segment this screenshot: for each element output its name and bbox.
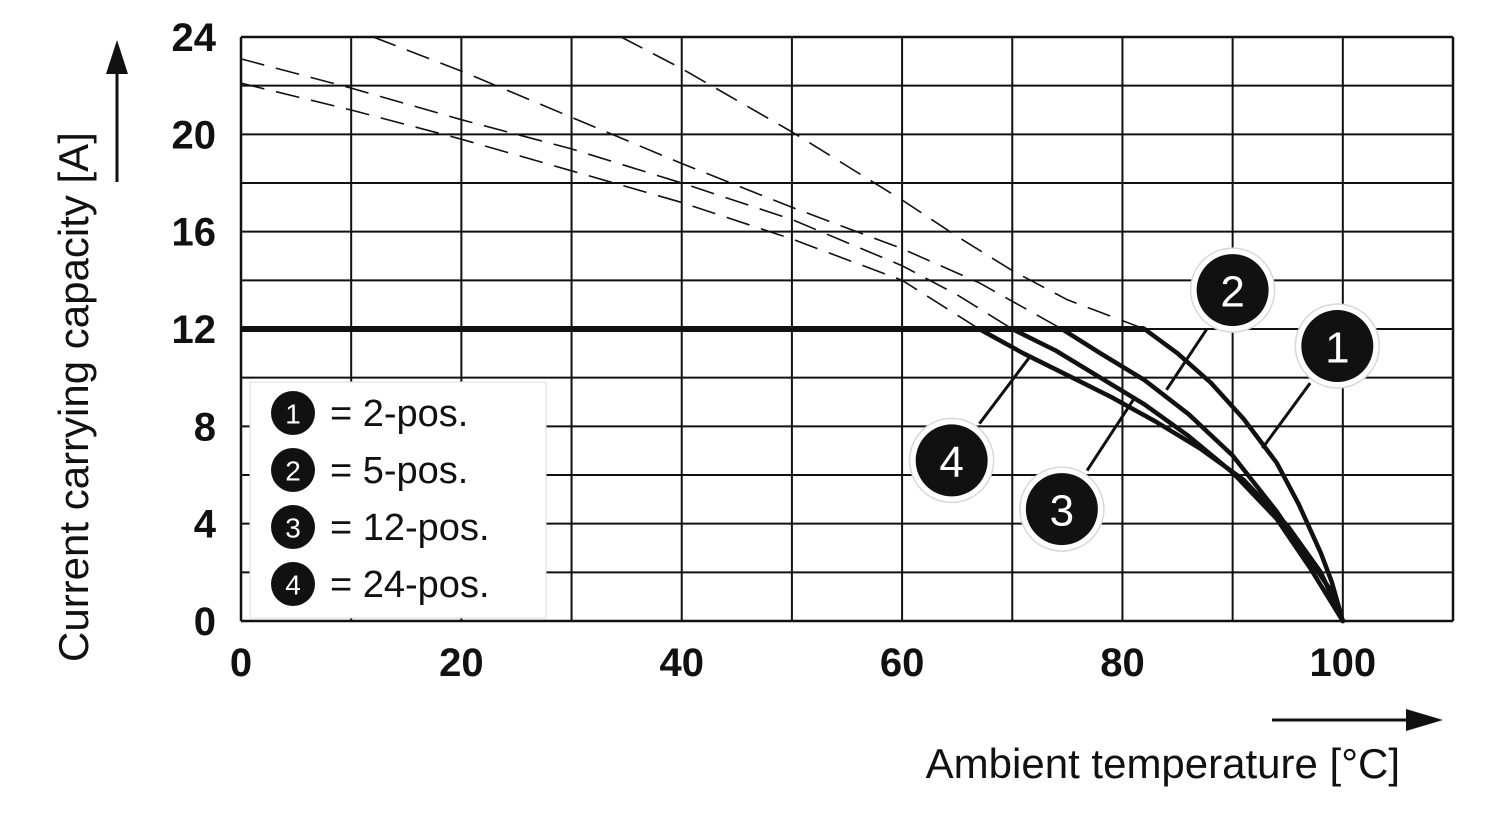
callout-number: 2 (1220, 268, 1244, 317)
dashed-curve-1 (620, 36, 1145, 330)
curve-callouts: 1 2 3 4 (908, 247, 1381, 552)
dashed-curve-2 (372, 36, 1063, 330)
legend-item: 2 = 5-pos. (271, 448, 468, 492)
x-axis-label: Ambient temperature [°C] (926, 740, 1400, 787)
x-axis-arrow-icon (1406, 709, 1443, 731)
callout-badge (1025, 473, 1098, 546)
callout-badge (1196, 254, 1269, 327)
legend-marker-number: 4 (285, 570, 301, 601)
legend-marker-number: 2 (285, 456, 301, 487)
callout-number: 4 (939, 438, 963, 487)
y-tick-label: 0 (194, 600, 216, 644)
y-axis-label-group: Current carrying capacity [A] (50, 40, 128, 662)
callout-leader-line (1085, 398, 1135, 472)
chart-grid (239, 35, 1455, 623)
callout-1: 1 (1261, 303, 1381, 450)
derating-curve-3 (1010, 326, 1346, 624)
dashed-curve-4 (240, 82, 980, 330)
x-tick-label: 80 (1100, 641, 1145, 685)
callout-badge (1301, 310, 1374, 383)
legend-marker-badge (271, 391, 315, 435)
callout-leader-line (1165, 327, 1209, 391)
callout-number: 3 (1050, 487, 1074, 536)
legend-label: = 12-pos. (330, 507, 490, 549)
x-axis-label-group: Ambient temperature [°C] (926, 709, 1443, 787)
callout-leader-line (1261, 382, 1312, 450)
derating-curve-4 (976, 326, 1346, 624)
callout-leader-line (978, 357, 1030, 425)
legend-item: 4 = 24-pos. (271, 562, 490, 606)
legend-box: 1 = 2-pos. 2 = 5-pos. 3 = 12-pos. 4 = 24-pos. (249, 381, 547, 619)
legend-marker-number: 3 (285, 513, 301, 544)
y-axis-arrow-icon (106, 40, 128, 74)
x-tick-label: 100 (1309, 641, 1376, 685)
x-tick-label: 0 (230, 641, 252, 685)
legend-marker-badge (271, 505, 315, 549)
x-tick-label: 40 (659, 641, 704, 685)
x-tick-labels: 0 20 40 60 80 100 (230, 641, 1376, 685)
legend-label: = 24-pos. (330, 564, 490, 606)
y-tick-label: 20 (172, 113, 217, 157)
y-tick-label: 8 (194, 405, 216, 449)
callout-2: 2 (1165, 247, 1276, 391)
y-tick-label: 4 (194, 503, 217, 547)
y-tick-label: 16 (172, 211, 217, 255)
legend-marker-badge (271, 448, 315, 492)
x-tick-label: 20 (439, 641, 484, 685)
derating-curve-1 (1142, 326, 1346, 624)
legend-item: 3 = 12-pos. (271, 505, 490, 549)
legend-marker-number: 1 (285, 399, 301, 430)
legend-items: 1 = 2-pos. 2 = 5-pos. 3 = 12-pos. 4 = 24-pos. (271, 391, 490, 606)
y-tick-label: 24 (172, 16, 217, 60)
x-tick-label: 60 (880, 641, 925, 685)
y-tick-label: 12 (172, 308, 217, 352)
legend-item: 1 = 2-pos. (271, 391, 468, 435)
callout-4: 4 (908, 357, 1030, 504)
legend-marker-badge (271, 562, 315, 606)
callout-badge (915, 424, 988, 497)
dashed-curves (240, 36, 1145, 330)
legend-label: = 2-pos. (330, 393, 468, 435)
y-tick-labels: 0 4 8 12 16 20 24 (172, 16, 217, 644)
callout-3: 3 (1019, 398, 1135, 552)
legend-label: = 5-pos. (330, 450, 468, 492)
y-axis-label: Current carrying capacity [A] (50, 132, 97, 662)
derating-curves (976, 326, 1346, 624)
dashed-curve-3 (240, 58, 1013, 330)
callout-number: 1 (1325, 324, 1349, 373)
